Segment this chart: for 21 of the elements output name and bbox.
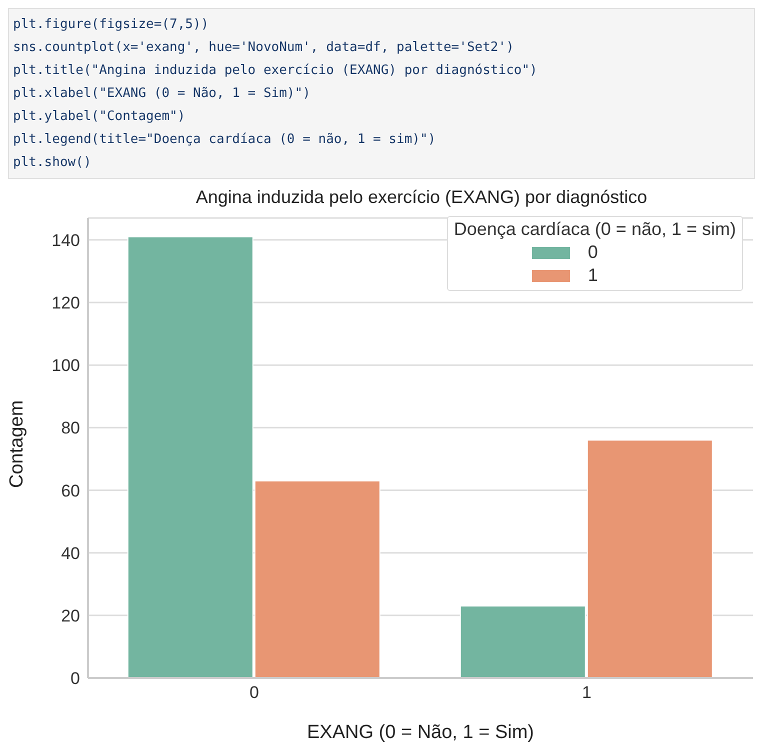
text: plt.figure(figsize=(7,5)) — [13, 16, 210, 34]
y-tick-label: 60 — [61, 481, 80, 500]
legend-label: 1 — [588, 265, 598, 286]
legend-title: Doença cardíaca (0 = não, 1 = sim) — [454, 219, 736, 240]
x-axis-title: EXANG (0 = Não, 1 = Sim) — [306, 722, 534, 743]
text: plt.xlabel("EXANG (0 = Não, 1 = Sim)") — [13, 85, 312, 103]
y-tick-label: 20 — [61, 606, 80, 626]
y-axis-title: Contagem — [6, 400, 28, 488]
y-tick-label: 80 — [61, 418, 80, 438]
text: sns.countplot(x='exang', hue='NovoNum', data=df, palette='Set2') — [13, 39, 515, 57]
text: plt.legend(title="Doença cardíaca (0 = não, 1 = sim)") — [13, 131, 437, 149]
chart-title: Angina induzida pelo exercício (EXANG) por diagnóstico — [194, 187, 648, 208]
y-tick-label: 120 — [52, 294, 80, 313]
y-tick-label: 40 — [61, 544, 80, 563]
legend-label: 0 — [588, 242, 598, 263]
text: plt.title("Angina induzida pelo exercício (EXANG) por diagnóstico") — [13, 62, 538, 80]
y-tick-label: 140 — [52, 230, 80, 250]
y-tick-label: 0 — [70, 669, 80, 688]
text: plt.ylabel("Contagem") — [13, 108, 186, 126]
text: plt.show() — [13, 154, 92, 172]
y-tick-label: 100 — [52, 356, 80, 376]
